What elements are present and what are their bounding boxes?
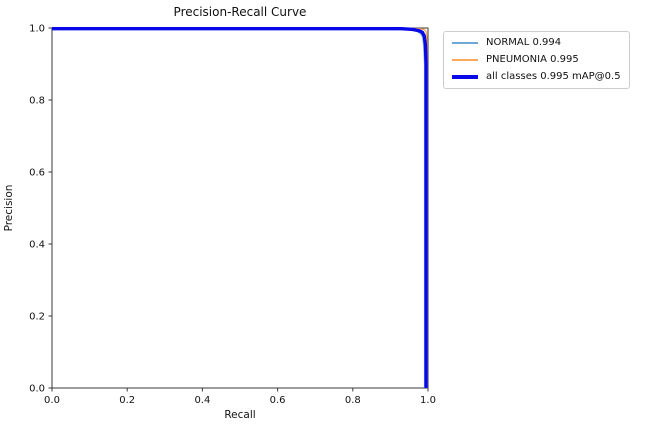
legend: NORMAL 0.994 PNEUMONIA 0.995 all classes 0… (443, 31, 630, 89)
legend-entry: PNEUMONIA 0.995 (452, 54, 621, 66)
x-tick-label: 0.2 (119, 395, 135, 406)
y-tick-label: 0.0 (29, 384, 45, 395)
y-tick-label: 0.8 (29, 96, 45, 107)
x-tick-label: 0.4 (194, 395, 210, 406)
y-tick-label: 0.4 (29, 240, 45, 251)
legend-line-swatch (452, 42, 478, 44)
y-tick-label: 0.2 (29, 312, 45, 323)
series-line-pneumonia (52, 27, 428, 388)
chart-title: Precision-Recall Curve (174, 5, 307, 19)
legend-entry: NORMAL 0.994 (452, 37, 621, 49)
legend-label: all classes 0.995 mAP@0.5 (486, 71, 621, 82)
legend-entry: all classes 0.995 mAP@0.5 (452, 71, 621, 83)
y-axis-label: Precision (3, 185, 15, 232)
x-tick-label: 0.6 (270, 395, 286, 406)
legend-line-swatch (452, 59, 478, 61)
plot-area (51, 27, 429, 389)
series-lines (52, 27, 428, 388)
x-axis-label: Recall (224, 409, 255, 421)
series-line-all (52, 27, 428, 388)
legend-line-swatch (452, 75, 478, 79)
x-tick-label: 1.0 (420, 395, 436, 406)
x-tick-label: 0.0 (44, 395, 60, 406)
y-tick-label: 0.6 (29, 168, 45, 179)
axis-ticks: 0.0 0.2 0.4 0.6 0.8 1.0 0.0 0.2 0.4 0.6 0.8 1.0 (29, 24, 436, 407)
series-line-normal (52, 28, 426, 388)
y-tick-label: 1.0 (29, 24, 45, 35)
legend-label: NORMAL 0.994 (486, 37, 562, 48)
x-tick-label: 0.8 (345, 395, 361, 406)
legend-label: PNEUMONIA 0.995 (486, 54, 579, 65)
